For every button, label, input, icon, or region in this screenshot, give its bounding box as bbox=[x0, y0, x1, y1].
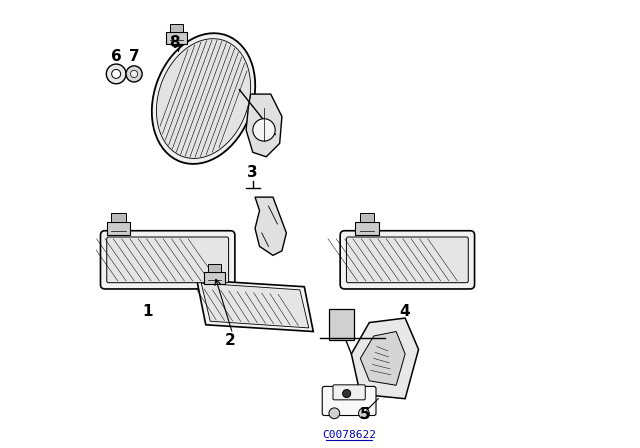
Bar bbox=[355, 222, 379, 235]
Circle shape bbox=[253, 119, 275, 141]
Bar bbox=[204, 272, 225, 284]
Polygon shape bbox=[360, 332, 405, 385]
Polygon shape bbox=[197, 280, 314, 332]
FancyBboxPatch shape bbox=[340, 231, 475, 289]
Ellipse shape bbox=[152, 33, 255, 164]
Bar bbox=[360, 213, 374, 222]
Circle shape bbox=[358, 408, 369, 418]
Bar bbox=[166, 32, 188, 44]
Circle shape bbox=[342, 390, 351, 398]
Circle shape bbox=[112, 69, 121, 78]
Polygon shape bbox=[351, 318, 419, 399]
FancyBboxPatch shape bbox=[333, 385, 365, 400]
Polygon shape bbox=[246, 94, 282, 157]
FancyBboxPatch shape bbox=[107, 237, 228, 283]
Text: C0078622: C0078622 bbox=[322, 430, 376, 439]
Circle shape bbox=[329, 408, 340, 418]
Bar bbox=[107, 222, 130, 235]
Circle shape bbox=[126, 66, 142, 82]
Text: 8: 8 bbox=[169, 35, 180, 50]
Polygon shape bbox=[255, 197, 287, 255]
Bar bbox=[329, 309, 354, 340]
Text: 1: 1 bbox=[142, 304, 153, 319]
Circle shape bbox=[131, 70, 138, 78]
Text: 3: 3 bbox=[248, 165, 258, 180]
Bar bbox=[111, 213, 126, 222]
Text: 6: 6 bbox=[111, 48, 122, 64]
Bar bbox=[170, 24, 184, 32]
FancyBboxPatch shape bbox=[322, 386, 376, 416]
FancyBboxPatch shape bbox=[100, 231, 235, 289]
Ellipse shape bbox=[156, 39, 251, 159]
Text: 7: 7 bbox=[129, 48, 140, 64]
FancyBboxPatch shape bbox=[346, 237, 468, 283]
Text: 4: 4 bbox=[400, 304, 410, 319]
Text: 5: 5 bbox=[360, 407, 370, 422]
Circle shape bbox=[106, 64, 126, 84]
Text: 2: 2 bbox=[225, 333, 236, 348]
Bar bbox=[208, 264, 221, 272]
Polygon shape bbox=[202, 283, 309, 328]
